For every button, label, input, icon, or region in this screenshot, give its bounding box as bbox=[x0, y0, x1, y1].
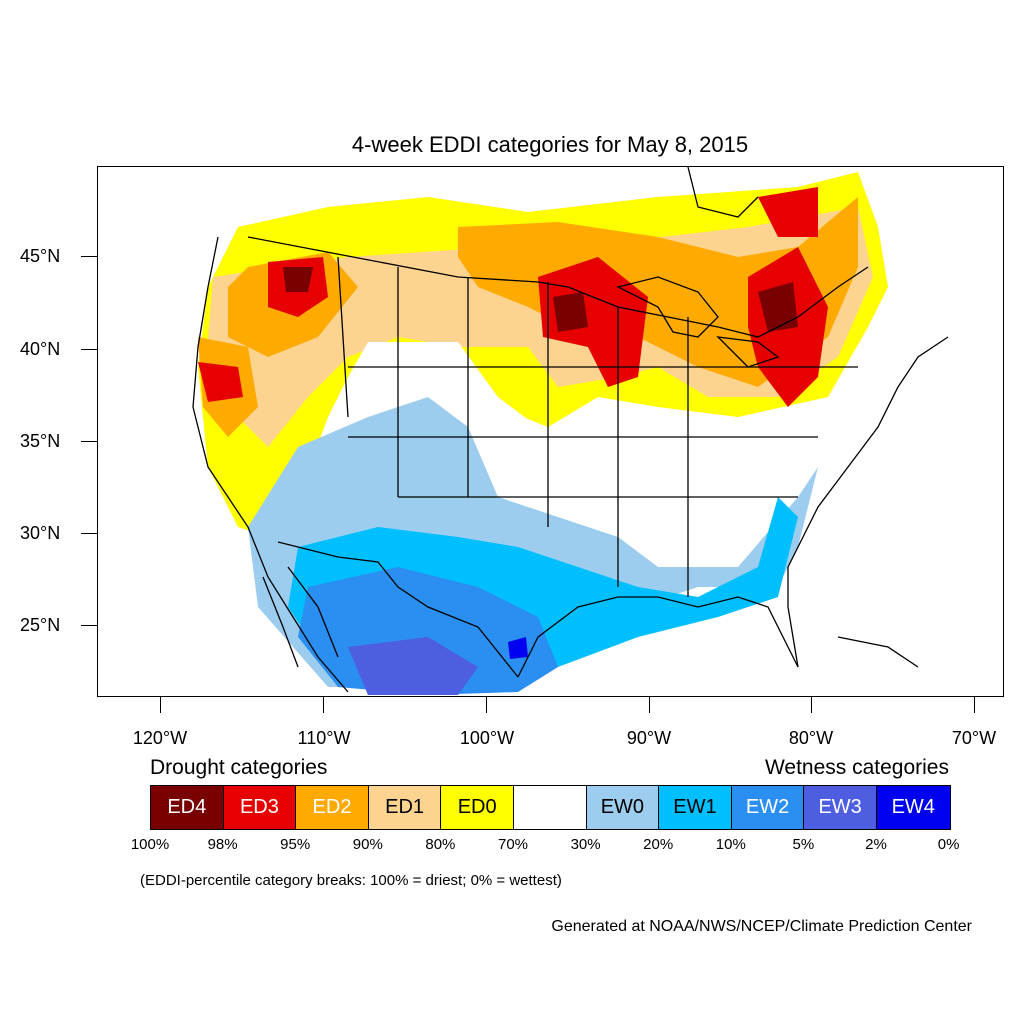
lon-label-120: 120°W bbox=[132, 728, 188, 748]
legend-cell: ED2 bbox=[296, 786, 369, 829]
category-field bbox=[198, 172, 888, 695]
legend-cell: ED3 bbox=[223, 786, 297, 829]
lon-label-110: 110°W bbox=[297, 728, 351, 748]
percentile-label: 98% bbox=[207, 836, 238, 853]
great-lakes bbox=[616, 276, 780, 368]
lon-label-90: 90°W bbox=[626, 728, 672, 748]
category-note: (EDDI-percentile category breaks: 100% =… bbox=[140, 872, 562, 889]
percentile-label: 2% bbox=[865, 836, 887, 853]
lon-label-70: 70°W bbox=[951, 728, 997, 748]
baja-coast bbox=[262, 576, 299, 668]
legend-cell: ED0 bbox=[441, 786, 514, 829]
region-normal-interior bbox=[328, 342, 818, 567]
legend-cell: ED4 bbox=[151, 786, 224, 829]
lon-tick bbox=[649, 697, 650, 713]
lat-label-30: 30°N bbox=[20, 523, 61, 543]
coastline-east bbox=[787, 336, 949, 668]
percentile-label: 0% bbox=[937, 836, 960, 853]
percentile-label: 80% bbox=[425, 836, 456, 853]
hudson-coast bbox=[687, 167, 759, 218]
region-ed3-mn bbox=[538, 257, 648, 387]
lon-tick bbox=[160, 697, 161, 713]
lon-label-80: 80°W bbox=[788, 728, 834, 748]
region-ew3-mx bbox=[348, 637, 478, 695]
drought-heading: Drought categories bbox=[150, 756, 328, 779]
percentile-label: 70% bbox=[497, 836, 529, 853]
lon-tick bbox=[323, 697, 324, 713]
legend-cell: EW3 bbox=[804, 786, 877, 829]
lat-tick bbox=[81, 441, 97, 442]
percentile-label: 100% bbox=[130, 836, 170, 853]
lat-label-35: 35°N bbox=[20, 431, 61, 451]
region-ed4-nw bbox=[283, 267, 313, 292]
percentile-label: 20% bbox=[643, 836, 674, 853]
region-ed4-mn bbox=[553, 292, 588, 332]
lat-label-45: 45°N bbox=[20, 246, 61, 266]
region-ed3-can bbox=[758, 187, 818, 237]
lat-label-25: 25°N bbox=[20, 615, 61, 635]
lon-tick bbox=[811, 697, 812, 713]
map-panel bbox=[97, 166, 1004, 697]
percentile-label: 95% bbox=[280, 836, 311, 853]
legend-cell: EW4 bbox=[876, 786, 950, 829]
percentile-label: 10% bbox=[715, 836, 746, 853]
gulf-coast bbox=[517, 596, 799, 678]
eddi-map bbox=[192, 167, 949, 695]
us-canada-border bbox=[247, 236, 869, 338]
us-mexico-border bbox=[277, 541, 519, 678]
lon-tick bbox=[974, 697, 975, 713]
region-ew4-tx bbox=[508, 637, 528, 659]
wetness-heading: Wetness categories bbox=[764, 756, 949, 779]
state-lines bbox=[337, 256, 858, 597]
cuba bbox=[837, 636, 919, 668]
percentile-label: 5% bbox=[792, 836, 815, 853]
region-ed4-on bbox=[758, 282, 798, 332]
region-ed3-ca bbox=[198, 362, 243, 402]
credit-text: Generated at NOAA/NWS/NCEP/Climate Predi… bbox=[551, 918, 972, 935]
map-title: 4-week EDDI categories for May 8, 2015 bbox=[351, 132, 749, 157]
lat-tick bbox=[81, 533, 97, 534]
legend-cell: EW1 bbox=[659, 786, 732, 829]
percentile-label: 30% bbox=[570, 836, 601, 853]
lon-label-100: 100°W bbox=[459, 728, 515, 748]
legend-bar: ED4 ED3 ED2 ED1 ED0 EW0 EW1 EW2 EW3 EW4 bbox=[150, 785, 951, 830]
lat-label-40: 40°N bbox=[20, 339, 61, 359]
lat-tick bbox=[81, 349, 97, 350]
lat-tick bbox=[81, 256, 97, 257]
percentile-label: 90% bbox=[352, 836, 383, 853]
lat-tick bbox=[81, 625, 97, 626]
legend-cell: EW0 bbox=[586, 786, 660, 829]
legend-cell: ED1 bbox=[368, 786, 442, 829]
coastline-west bbox=[192, 236, 349, 693]
legend-cell: EW2 bbox=[731, 786, 805, 829]
gulf-of-california bbox=[287, 566, 339, 658]
legend-cell bbox=[513, 786, 587, 829]
boundaries bbox=[192, 167, 949, 693]
lon-tick bbox=[486, 697, 487, 713]
